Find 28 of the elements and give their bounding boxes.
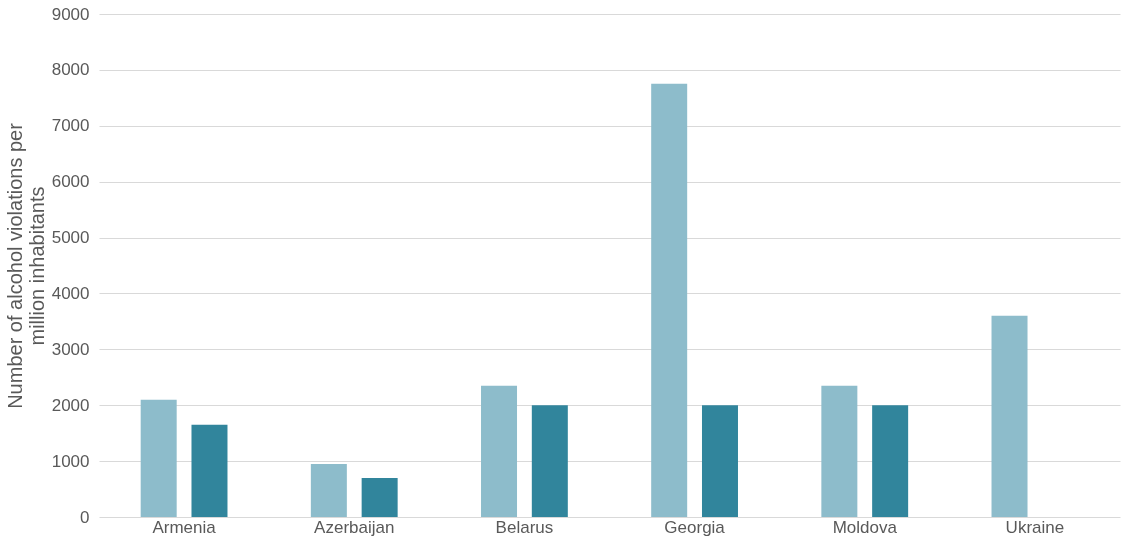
bar (531, 405, 568, 517)
y-tick-label: 3000 (51, 339, 90, 359)
bar (872, 405, 909, 517)
bar (140, 399, 177, 517)
y-tick-label: 1000 (51, 451, 90, 471)
x-tick-label: Ukraine (1005, 517, 1065, 537)
bar (481, 385, 518, 517)
bar (191, 424, 228, 517)
y-tick-label: 4000 (51, 283, 90, 303)
x-tick-label: Belarus (495, 517, 554, 537)
y-tick-label: 2000 (51, 395, 90, 415)
bar (361, 477, 398, 517)
x-tick-label: Azerbaijan (314, 517, 395, 537)
y-tick-label: 5000 (51, 228, 90, 248)
bar (701, 405, 738, 517)
y-tick-label: 9000 (51, 4, 90, 24)
x-tick-label: Moldova (832, 517, 898, 537)
y-tick-label: 7000 (51, 116, 90, 136)
y-tick-label: 8000 (51, 60, 90, 80)
y-tick-label: 6000 (51, 172, 90, 192)
bar (991, 315, 1028, 517)
bar (310, 463, 347, 517)
x-tick-label: Georgia (664, 517, 726, 537)
y-axis-title: Number of alcohol violations per million inhabitants (3, 122, 48, 409)
y-tick-label: 0 (80, 507, 90, 527)
bar (821, 385, 858, 517)
bar (651, 83, 688, 517)
x-tick-label: Armenia (152, 517, 217, 537)
